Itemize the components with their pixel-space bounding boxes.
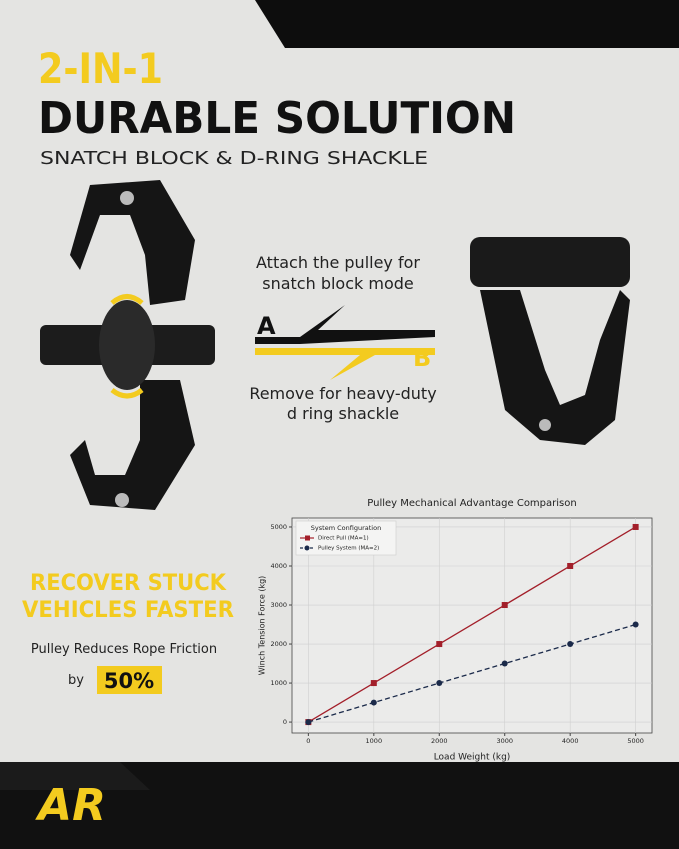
marker [632,523,639,530]
arrow-b [255,348,435,380]
logo: AR [35,780,106,831]
marker [436,680,443,687]
y-tick-label: 5000 [270,523,287,531]
arrow-a [255,305,435,344]
x-tick-label: 3000 [496,737,513,745]
x-axis-label: Load Weight (kg) [434,753,511,763]
label-a: A [257,312,276,340]
y-tick-label: 3000 [270,601,287,609]
benefit-by: by [68,673,84,688]
subtitle: SNATCH BLOCK & D-RING SHACKLE [40,148,428,169]
legend-label: Pulley System (MA=2) [318,546,379,552]
marker [567,641,574,648]
highlight: 50% [104,669,154,693]
marker [632,621,639,628]
bottom-accent [0,762,150,790]
x-tick-label: 5000 [627,737,644,745]
marker [567,562,574,569]
benefit-headline: VEHICLES FASTER [22,598,234,623]
x-tick-label: 1000 [366,737,383,745]
legend-marker [305,535,310,541]
remove-line: d ring shackle [287,404,399,423]
y-tick-label: 1000 [270,679,287,687]
y-tick-label: 4000 [270,562,287,570]
shackle-image [470,237,630,445]
swivel-image [40,180,215,510]
marker [370,699,377,706]
x-tick-label: 2000 [431,737,448,745]
legend-label: Direct Pull (MA=1) [318,536,369,542]
label-b: B [413,344,431,372]
legend-title: System Configuration [311,524,381,532]
y-tick-label: 2000 [270,640,287,648]
top-band [255,0,679,48]
chart: Pulley Mechanical Advantage Comparison Lo… [258,498,653,763]
kicker: 2-IN-1 [38,44,163,93]
attach-line: Attach the pulley for [256,253,420,272]
y-axis-label: Winch Tension Force (kg) [258,576,267,676]
chart-title: Pulley Mechanical Advantage Comparison [367,498,576,509]
benefit-text: Pulley Reduces Rope Friction [31,642,217,657]
marker [305,719,312,726]
remove-line: Remove for heavy-duty [249,384,436,403]
attach-line: snatch block mode [262,274,414,293]
marker [370,680,377,687]
benefit-headline: RECOVER STUCK [30,571,227,596]
highlight-box [97,666,162,694]
series-line [308,623,636,723]
legend-marker [304,545,310,551]
title: DURABLE SOLUTION [38,93,516,144]
marker [501,660,508,667]
y-tick-label: 0 [283,718,287,726]
x-tick-label: 0 [306,737,310,745]
series-line [308,526,636,723]
x-tick-label: 4000 [562,737,579,745]
marker [501,602,508,609]
marker [436,641,443,648]
bottom-band [0,762,679,849]
